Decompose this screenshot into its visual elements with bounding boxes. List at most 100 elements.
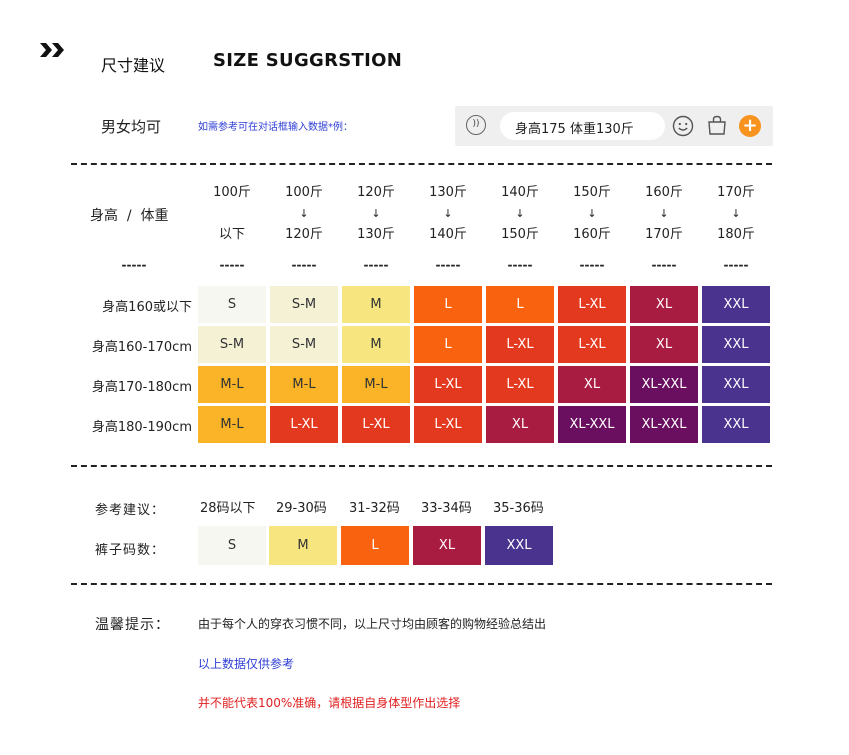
weight-header-top: 130斤 xyxy=(429,185,467,200)
size-cell: L-XL xyxy=(414,406,482,443)
pants-size-cell: M xyxy=(269,526,337,565)
size-cell: L-XL xyxy=(558,326,626,363)
weight-header-mid: ↓ xyxy=(299,207,309,220)
page-title-en: SIZE SUGGRSTION xyxy=(213,50,403,71)
page-title-cn: 尺寸建议 xyxy=(101,56,166,75)
corner-dash: ----- xyxy=(121,258,147,272)
reference-label: 参考建议： xyxy=(95,503,166,518)
size-cell: XXL xyxy=(702,406,770,443)
weight-header-mid: ↓ xyxy=(587,207,597,220)
size-cell: XXL xyxy=(702,286,770,323)
size-cell: L-XL xyxy=(342,406,410,443)
weight-header-mid: ↓ xyxy=(371,207,381,220)
add-button[interactable]: + xyxy=(739,115,761,137)
height-row-label: 身高170-180cm xyxy=(91,380,192,395)
weight-header-top: 100斤 xyxy=(285,185,323,200)
size-cell: XL xyxy=(486,406,554,443)
input-hint: 如需参考可在对话框输入数据*例： xyxy=(198,122,353,133)
pants-size-cell: XL xyxy=(413,526,481,565)
column-dash: ----- xyxy=(507,258,533,272)
chat-input-field[interactable]: 身高175 体重130斤 xyxy=(500,112,665,140)
weight-header: 140斤 ↓ 150斤 xyxy=(490,182,550,245)
weight-header-bottom: 以下 xyxy=(218,227,245,242)
weight-header-bottom: 150斤 xyxy=(501,227,539,242)
tip-line-1: 由于每个人的穿衣习惯不同，以上尺寸均由顾客的购物经验总结出 xyxy=(198,617,547,631)
weight-header-top: 120斤 xyxy=(357,185,395,200)
size-cell: L xyxy=(414,326,482,363)
size-cell: XL xyxy=(558,366,626,403)
weight-header-bottom: 180斤 xyxy=(717,227,755,242)
weight-header-bottom: 160斤 xyxy=(573,227,611,242)
weight-header-top: 100斤 xyxy=(213,185,251,200)
size-cell: S-M xyxy=(270,326,338,363)
chat-input-bar: )) 身高175 体重130斤 + xyxy=(455,106,773,146)
weight-header-bottom: 140斤 xyxy=(429,227,467,242)
weight-header: 100斤 ↓ 120斤 xyxy=(274,182,334,245)
size-cell: M xyxy=(342,286,410,323)
voice-icon[interactable]: )) xyxy=(466,115,486,135)
column-dash: ----- xyxy=(579,258,605,272)
size-cell: L-XL xyxy=(486,326,554,363)
weight-header: 100斤以下 xyxy=(202,182,262,245)
divider xyxy=(71,583,772,585)
pants-size-cell: L xyxy=(341,526,409,565)
size-cell: M-L xyxy=(198,366,266,403)
weight-header: 150斤 ↓ 160斤 xyxy=(562,182,622,245)
weight-header-bottom: 120斤 xyxy=(285,227,323,242)
size-cell: XL xyxy=(630,286,698,323)
size-cell: S-M xyxy=(270,286,338,323)
weight-header-top: 150斤 xyxy=(573,185,611,200)
size-cell: XL-XXL xyxy=(558,406,626,443)
weight-header: 170斤 ↓ 180斤 xyxy=(706,182,766,245)
column-dash: ----- xyxy=(723,258,749,272)
size-cell: L xyxy=(414,286,482,323)
size-cell: M-L xyxy=(270,366,338,403)
column-dash: ----- xyxy=(435,258,461,272)
tip-line-3: 并不能代表100%准确，请根据自身体型作出选择 xyxy=(198,696,461,710)
weight-header-top: 160斤 xyxy=(645,185,683,200)
weight-header-mid: ↓ xyxy=(731,207,741,220)
pants-waist-header: 33-34码 xyxy=(421,501,472,516)
height-row-label: 身高180-190cm xyxy=(91,420,192,435)
weight-header: 160斤 ↓ 170斤 xyxy=(634,182,694,245)
weight-header-top: 140斤 xyxy=(501,185,539,200)
size-cell: M-L xyxy=(342,366,410,403)
tips-label: 温馨提示： xyxy=(95,617,170,633)
size-cell: M xyxy=(342,326,410,363)
size-cell: L xyxy=(486,286,554,323)
divider xyxy=(71,465,772,467)
size-cell: S xyxy=(198,286,266,323)
pants-waist-header: 31-32码 xyxy=(349,501,400,516)
height-row-label: 身高160或以下 xyxy=(102,300,192,315)
gender-label: 男女均可 xyxy=(101,118,162,136)
height-weight-label: 身高 / 体重 xyxy=(90,208,169,224)
height-row-label: 身高160-170cm xyxy=(91,340,192,355)
pants-waist-header: 29-30码 xyxy=(276,501,327,516)
size-cell: M-L xyxy=(198,406,266,443)
column-dash: ----- xyxy=(651,258,677,272)
weight-header-bottom: 170斤 xyxy=(645,227,683,242)
weight-header-mid: ↓ xyxy=(443,207,453,220)
weight-header-top: 170斤 xyxy=(717,185,755,200)
size-cell: XL-XXL xyxy=(630,406,698,443)
column-dash: ----- xyxy=(219,258,245,272)
weight-header: 130斤 ↓ 140斤 xyxy=(418,182,478,245)
weight-header: 120斤 ↓ 130斤 xyxy=(346,182,406,245)
emoji-icon[interactable] xyxy=(672,115,694,137)
pants-size-cell: S xyxy=(198,526,266,565)
size-cell: XL xyxy=(630,326,698,363)
weight-header-mid: ↓ xyxy=(659,207,669,220)
column-dash: ----- xyxy=(363,258,389,272)
size-cell: XL-XXL xyxy=(630,366,698,403)
chat-input-text: 身高175 体重130斤 xyxy=(515,122,634,137)
size-cell: XXL xyxy=(702,326,770,363)
size-cell: L-XL xyxy=(486,366,554,403)
pants-waist-header: 35-36码 xyxy=(493,501,544,516)
pants-size-cell: XXL xyxy=(485,526,553,565)
size-cell: L-XL xyxy=(558,286,626,323)
size-cell: XXL xyxy=(702,366,770,403)
weight-header-mid xyxy=(202,203,262,224)
shopping-bag-icon[interactable] xyxy=(706,114,728,136)
divider xyxy=(71,163,772,165)
double-arrow-icon xyxy=(40,43,64,57)
